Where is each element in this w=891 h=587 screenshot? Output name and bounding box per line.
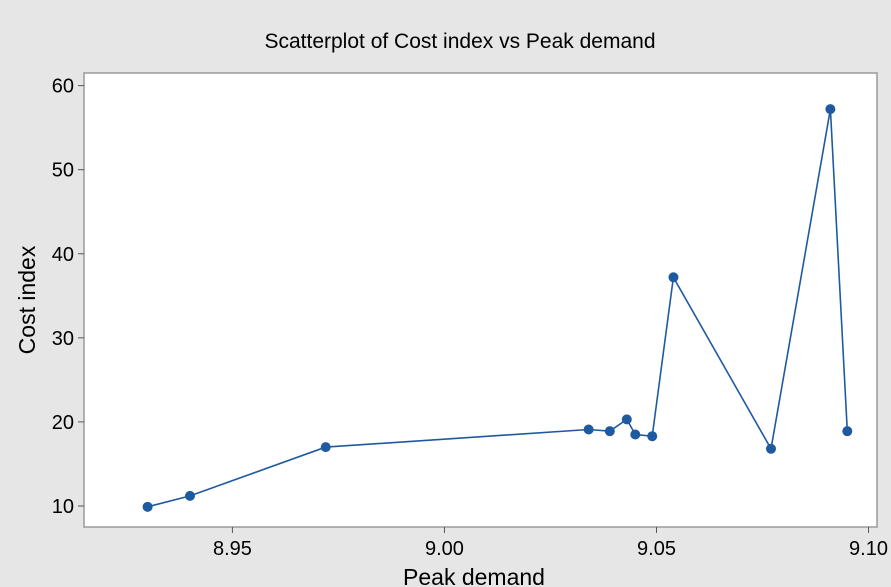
data-point xyxy=(621,414,632,425)
data-point xyxy=(630,429,641,440)
y-tick-label: 40 xyxy=(52,244,74,266)
x-tick-label: 9.00 xyxy=(425,538,464,560)
x-axis: 8.95 9.00 9.05 9.10 xyxy=(213,527,888,560)
y-tick-label: 10 xyxy=(52,496,74,518)
y-axis-label: Cost index xyxy=(14,245,40,354)
x-tick-label: 8.95 xyxy=(213,538,252,560)
data-point xyxy=(668,272,679,283)
x-tick-label: 9.05 xyxy=(637,538,676,560)
data-point xyxy=(185,490,196,501)
y-tick-label: 60 xyxy=(52,76,74,98)
data-point xyxy=(647,431,658,442)
data-point xyxy=(320,442,331,453)
series-line xyxy=(147,109,849,508)
y-axis: 10 20 30 40 50 60 xyxy=(52,76,84,518)
y-tick-label: 50 xyxy=(52,160,74,182)
series-layer xyxy=(142,104,853,512)
data-point xyxy=(604,426,615,437)
plot-area xyxy=(83,72,878,528)
chart-title: Scatterplot of Cost index vs Peak demand xyxy=(264,30,655,53)
data-point xyxy=(765,443,776,454)
x-axis-label: Peak demand xyxy=(403,564,545,587)
y-tick-label: 30 xyxy=(52,328,74,350)
data-point xyxy=(825,104,836,115)
data-point xyxy=(142,501,153,512)
y-tick-label: 20 xyxy=(52,412,74,434)
data-point xyxy=(842,426,853,437)
data-point xyxy=(583,424,594,435)
x-tick-label: 9.10 xyxy=(849,538,888,560)
